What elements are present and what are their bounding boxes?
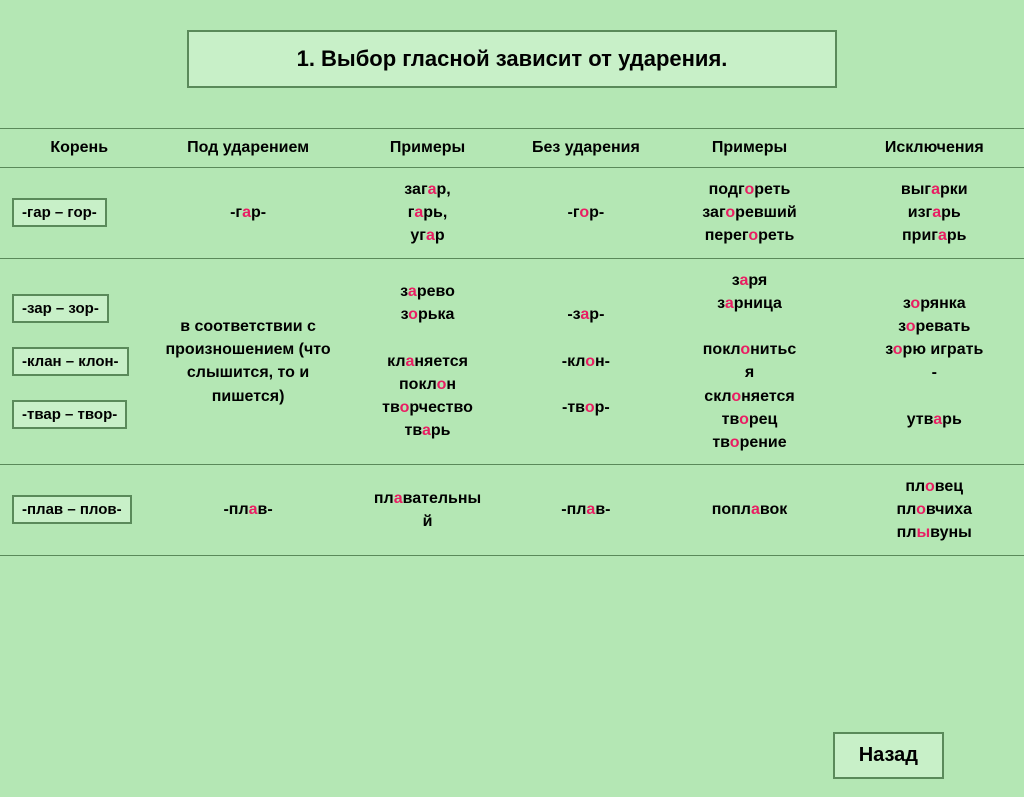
- col-stressed: Под ударением: [158, 129, 337, 168]
- stressed-cell: -плав-: [158, 465, 337, 556]
- table-row: -гар – гор- -гар- загар,гарь,угар -гор- …: [0, 168, 1024, 259]
- unstressed-cell: -зар- -клон- -твор-: [517, 258, 654, 465]
- col-unstressed: Без ударения: [517, 129, 654, 168]
- col-exceptions: Исключения: [845, 129, 1024, 168]
- ex2-cell: зарязарница поклонитьсясклоняетсятворецт…: [654, 258, 844, 465]
- back-button[interactable]: Назад: [833, 732, 944, 779]
- exc-cell: выгаркиизгарьпригарь: [845, 168, 1024, 259]
- col-ex2: Примеры: [654, 129, 844, 168]
- unstressed-cell: -плав-: [517, 465, 654, 556]
- root-cell: -плав – плов-: [0, 465, 158, 556]
- root-badge-klan: -клан – клон-: [12, 347, 129, 376]
- table-row: -плав – плов- -плав- плавательный -плав-…: [0, 465, 1024, 556]
- root-badge-tvar: -твар – твор-: [12, 400, 127, 429]
- ex1-cell: заревозорька кланяетсяпоклонтворчествотв…: [338, 258, 517, 465]
- grammar-table: Корень Под ударением Примеры Без ударени…: [0, 128, 1024, 556]
- page-title: 1. Выбор гласной зависит от ударения.: [187, 30, 837, 88]
- stressed-cell: -гар-: [158, 168, 337, 259]
- ex1-cell: загар,гарь,угар: [338, 168, 517, 259]
- col-root: Корень: [0, 129, 158, 168]
- ex2-cell: подгоретьзагоревшийперегореть: [654, 168, 844, 259]
- root-cell: -гар – гор-: [0, 168, 158, 259]
- col-ex1: Примеры: [338, 129, 517, 168]
- exc-cell: пловецпловчихаплывуны: [845, 465, 1024, 556]
- unstressed-cell: -гор-: [517, 168, 654, 259]
- table-row: -зар – зор- -клан – клон- -твар – твор- …: [0, 258, 1024, 465]
- root-badge-plav: -плав – плов-: [12, 495, 132, 524]
- root-cell: -зар – зор- -клан – клон- -твар – твор-: [0, 258, 158, 465]
- header-row: Корень Под ударением Примеры Без ударени…: [0, 129, 1024, 168]
- exc-cell: зорянказореватьзорю играть- утварь: [845, 258, 1024, 465]
- root-badge-zar: -зар – зор-: [12, 294, 109, 323]
- stressed-cell: в соответствии с произношением (что слыш…: [158, 258, 337, 465]
- root-badge-gar: -гар – гор-: [12, 198, 107, 227]
- ex1-cell: плавательный: [338, 465, 517, 556]
- ex2-cell: поплавок: [654, 465, 844, 556]
